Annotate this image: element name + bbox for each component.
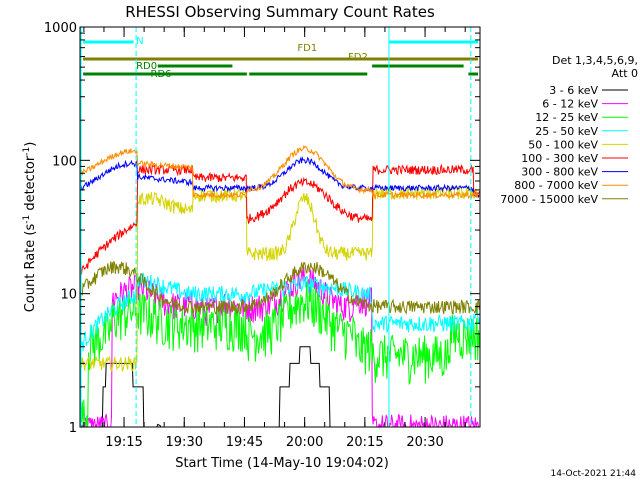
legend-label-7: 800 - 7000 keV (514, 179, 598, 192)
n-bar-label: N (136, 36, 143, 47)
legend-label-3: 25 - 50 keV (535, 125, 598, 138)
rd0-bar-label: RD0 (136, 61, 157, 72)
legend-label-2: 12 - 25 keV (535, 111, 598, 124)
legend-label-8: 7000 - 15000 keV (500, 193, 598, 206)
series-line-8 (79, 260, 481, 316)
generated-timestamp: 14-Oct-2021 21:44 (551, 469, 637, 479)
legend-label-1: 6 - 12 keV (542, 98, 598, 111)
x-tick-label-4: 20:15 (346, 435, 383, 450)
y-tick-label-1: 10 (60, 288, 77, 303)
fd1-bar-label: FD1 (297, 43, 317, 54)
x-axis-title: Start Time (14-May-10 19:04:02) (175, 456, 389, 471)
series-line-5 (79, 163, 481, 277)
legend-label-6: 300 - 800 keV (521, 166, 598, 179)
y-axis-title-sup2: -1 (22, 147, 32, 156)
legend-header-attenuator: Att 0 (612, 67, 638, 80)
plot-frame (79, 26, 481, 428)
y-tick-label-3: 1000 (44, 21, 77, 36)
series-line-1 (79, 266, 480, 429)
x-tick-label-2: 19:45 (226, 435, 263, 450)
fd2-bar-label: FD2 (348, 52, 368, 63)
y-axis-title-sup1: -1 (22, 215, 32, 224)
series-line-7 (79, 144, 481, 200)
legend-label-0: 3 - 6 keV (549, 84, 598, 97)
rd6-bar-label: RD6 (151, 69, 172, 80)
y-axis-title: Count Rate (s-1 detector-1) (22, 142, 38, 313)
tick-layer: 19:15 19:30 19:45 20:00 20:15 20:30 1 10 100 1000 (44, 21, 480, 450)
legend-label-4: 50 - 100 keV (528, 138, 598, 151)
legend-label-5: 100 - 300 keV (521, 152, 598, 165)
y-tick-label-0: 1 (69, 421, 77, 436)
x-tick-label-0: 19:15 (105, 435, 142, 450)
x-tick-label-5: 20:30 (406, 435, 443, 450)
series-line-2 (79, 281, 481, 428)
y-axis-title-close: ) (23, 142, 38, 147)
legend-header-detectors: Det 1,3,4,5,6,9, (552, 54, 638, 67)
series-line-6 (79, 155, 481, 199)
x-tick-label-3: 20:00 (286, 435, 323, 450)
y-axis-title-mid: detector (23, 155, 38, 215)
chart-title: RHESSI Observing Summary Count Rates (125, 3, 435, 21)
night-markers-layer (80, 27, 472, 427)
y-axis-title-main: Count Rate (s (23, 224, 38, 313)
x-tick-label-1: 19:30 (166, 435, 203, 450)
y-tick-label-2: 100 (52, 154, 77, 169)
